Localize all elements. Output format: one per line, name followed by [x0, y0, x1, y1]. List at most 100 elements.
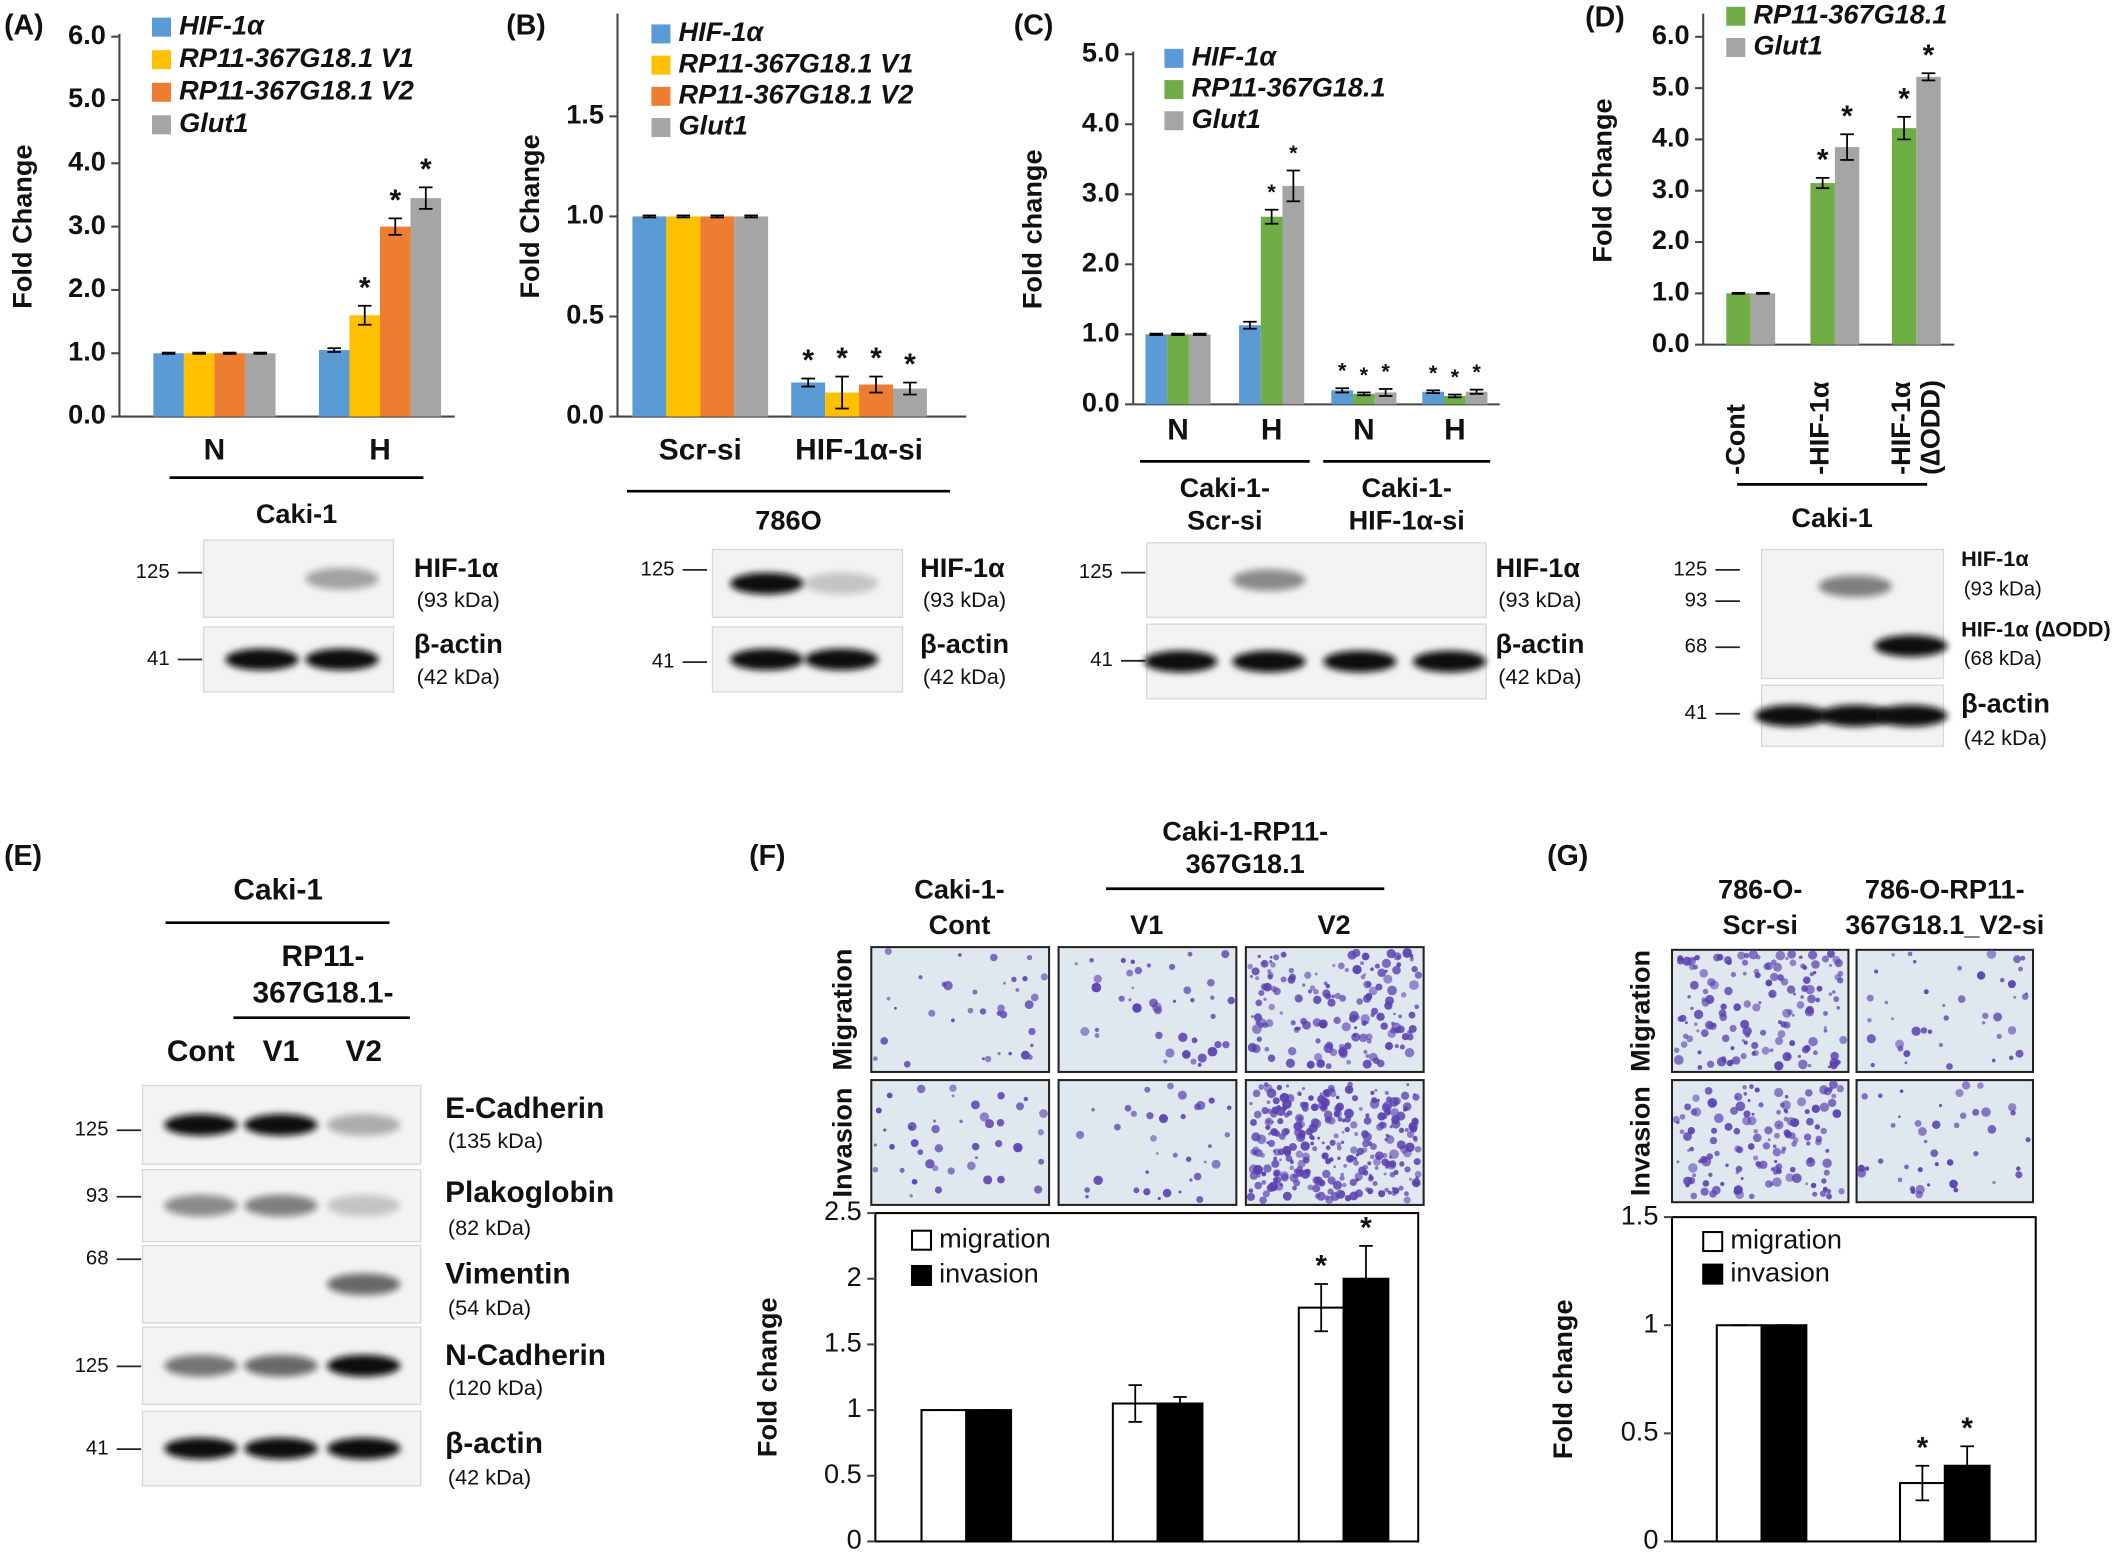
cell: [1280, 976, 1287, 983]
blot-strip: [141, 1168, 422, 1243]
cell: [1376, 1012, 1385, 1021]
cell: [970, 1100, 980, 1110]
protein-size: (68 kDa): [1964, 648, 2042, 670]
cell: [1709, 980, 1719, 990]
error-bar: [1314, 1283, 1328, 1333]
cell: [1718, 1009, 1727, 1017]
cell: [1384, 1187, 1389, 1193]
cell: [1261, 1180, 1267, 1185]
cell: [1884, 1000, 1889, 1005]
cell: [1381, 958, 1392, 968]
y-axis-label: Fold Change: [7, 144, 38, 308]
cell: [1263, 1164, 1272, 1173]
cell: [1911, 1026, 1921, 1036]
cell: [1305, 1128, 1314, 1136]
cell: [1359, 1033, 1368, 1043]
cell: [1823, 1010, 1828, 1016]
cell: [1321, 1152, 1329, 1160]
cell: [1899, 1089, 1904, 1094]
y-tick-label: 1.5: [1621, 1199, 1659, 1230]
cell: [1323, 1110, 1333, 1120]
cell: [1384, 1042, 1394, 1051]
cell: [1370, 967, 1374, 972]
cell: [1080, 1026, 1090, 1036]
cell: [1193, 1172, 1202, 1181]
bar: [1156, 1402, 1204, 1543]
error-bar: [1731, 291, 1746, 295]
cell: [1259, 1196, 1267, 1205]
cell: [1394, 1120, 1399, 1125]
cell: [1333, 1133, 1339, 1139]
micrograph-bg: [1855, 1079, 2035, 1204]
cell: [1737, 951, 1746, 960]
cell: [1819, 1102, 1830, 1112]
cell: [1038, 1158, 1045, 1165]
cell: [1273, 954, 1280, 961]
cell: [1261, 1106, 1269, 1115]
cell: [1409, 953, 1414, 958]
cell: [1939, 1104, 1943, 1108]
cell: [1831, 1093, 1837, 1099]
cell: [1279, 1011, 1284, 1015]
cell: [1874, 969, 1879, 974]
cell: [1011, 976, 1017, 983]
bar: [183, 353, 215, 417]
cell: [1679, 1129, 1685, 1135]
cell: [1399, 1161, 1405, 1167]
cell: [1733, 1003, 1742, 1011]
cell: [1981, 1021, 1986, 1025]
cell: [1943, 1015, 1949, 1021]
x-tick-label: 367G18.1_V2-si: [1845, 909, 2044, 940]
cell: [1758, 1102, 1764, 1108]
cell: [1335, 1095, 1340, 1100]
bar: [791, 382, 826, 417]
cell: [1771, 959, 1777, 965]
cell: [1309, 1134, 1314, 1140]
cell: [1251, 1015, 1254, 1018]
cell: [1144, 1086, 1151, 1093]
cell: [1783, 1129, 1791, 1137]
cell: [1777, 1020, 1782, 1025]
cell: [1384, 1137, 1388, 1142]
significance-star: *: [1429, 360, 1438, 385]
error-bar: [1426, 389, 1440, 395]
error-bar: [1359, 1245, 1373, 1313]
cell: [1362, 1140, 1370, 1148]
bar: [1898, 1482, 1946, 1543]
group-label: Caki-1: [256, 498, 337, 529]
cell: [1702, 988, 1709, 995]
cell: [1317, 1136, 1321, 1140]
cell: [1399, 1044, 1405, 1050]
x-tick-label: 786-O-: [1718, 874, 1802, 905]
cell: [1953, 1187, 1959, 1193]
cell: [1262, 961, 1266, 965]
cell: [1797, 1097, 1807, 1107]
cell: [1369, 1154, 1375, 1160]
cell: [1150, 1135, 1157, 1142]
cell: [979, 1008, 987, 1015]
cell: [894, 1006, 897, 1010]
micrograph: [1670, 1079, 1850, 1204]
cell: [2013, 995, 2017, 999]
protein-size: (54 kDa): [448, 1295, 531, 1320]
protein-name: HIF-1α (∆ODD): [1961, 617, 2111, 642]
legend-label: HIF-1α: [179, 9, 265, 40]
significance-star: *: [1381, 358, 1390, 383]
cell: [1743, 952, 1750, 959]
cell: [1752, 1050, 1759, 1057]
cell: [1272, 1169, 1282, 1178]
cell: [1891, 1017, 1894, 1021]
legend-label: RP11-367G18.1: [1753, 0, 1947, 29]
y-tick-label: 3.0: [68, 209, 106, 240]
cell: [1772, 962, 1782, 972]
legend-swatch: [1164, 48, 1184, 68]
cell: [1800, 995, 1804, 999]
cell: [1742, 1085, 1747, 1090]
bar: [153, 353, 184, 417]
cell: [1267, 968, 1272, 974]
cell: [1252, 1024, 1262, 1034]
cell: [1372, 1057, 1380, 1065]
cell: [1271, 1159, 1280, 1168]
legend-label: Glut1: [679, 110, 748, 141]
cell: [1786, 1009, 1793, 1016]
